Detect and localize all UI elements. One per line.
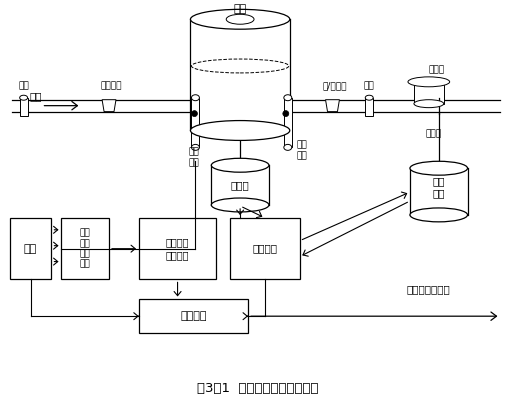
Polygon shape [102,100,116,111]
Bar [10,218,52,279]
Ellipse shape [20,95,27,100]
Bar [365,98,373,115]
Text: 磁带: 磁带 [29,91,42,101]
Text: 压带轮: 压带轮 [429,65,445,75]
Bar [139,218,216,279]
Text: 音/控磁头: 音/控磁头 [322,81,347,90]
Bar [191,98,200,148]
Text: 输出
导柱: 输出 导柱 [296,141,307,160]
Text: 控制系统: 控制系统 [180,311,207,321]
Ellipse shape [226,14,254,24]
Text: 磁鼓: 磁鼓 [234,4,247,14]
Ellipse shape [211,198,269,212]
Bar [284,98,292,148]
Bar [20,98,27,115]
Text: 图3－1  磁带录像机的基本组成: 图3－1 磁带录像机的基本组成 [197,382,319,395]
Bar [62,218,109,279]
Ellipse shape [191,95,200,101]
Text: 电源: 电源 [24,244,37,254]
Text: 视频信号
处理系统: 视频信号 处理系统 [166,237,189,260]
Text: 输入
导柱: 输入 导柱 [188,148,199,167]
Ellipse shape [190,121,290,140]
Text: 音频
信号
处理
系统: 音频 信号 处理 系统 [80,229,90,269]
Text: 全消磁头: 全消磁头 [100,81,122,90]
Text: 主导轴: 主导轴 [425,129,442,138]
Ellipse shape [408,77,450,87]
Text: 鼓电机: 鼓电机 [231,180,250,190]
Text: 伺服系统: 伺服系统 [252,244,278,254]
Ellipse shape [365,95,373,100]
Bar [230,218,300,279]
Text: 穿带等机械系统: 穿带等机械系统 [407,284,451,294]
Bar [139,299,248,333]
Circle shape [283,111,289,117]
Ellipse shape [211,158,269,172]
Ellipse shape [191,144,200,150]
Bar [414,82,444,104]
Ellipse shape [284,144,292,150]
Text: 导柱: 导柱 [364,81,375,90]
Ellipse shape [190,9,290,29]
Ellipse shape [284,95,292,101]
Polygon shape [326,100,340,111]
Circle shape [191,111,197,117]
Ellipse shape [410,208,467,222]
Text: 主导
电机: 主导 电机 [433,176,445,198]
Ellipse shape [410,161,467,175]
Ellipse shape [414,100,444,107]
Text: 导柱: 导柱 [18,81,29,90]
